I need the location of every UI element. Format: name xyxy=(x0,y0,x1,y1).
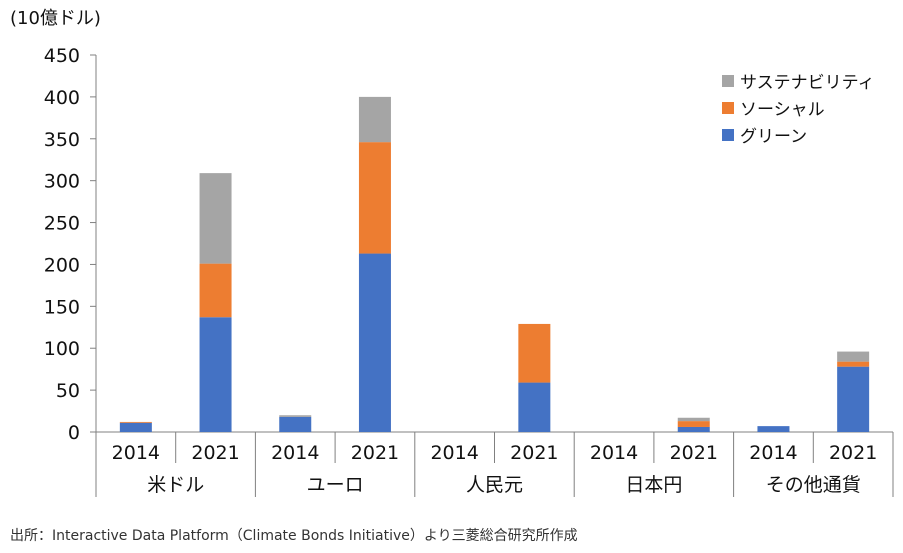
bar-a5a5a5-segment xyxy=(279,415,312,417)
bar-a5a5a5-segment xyxy=(199,173,232,264)
x-year-label: 2014 xyxy=(749,442,797,464)
bar-ed7d31-segment xyxy=(677,421,710,427)
legend-swatch xyxy=(722,129,734,141)
x-group-label: 日本円 xyxy=(625,474,682,496)
bar-ed7d31-segment xyxy=(837,361,870,367)
bar-a5a5a5-segment xyxy=(677,417,710,422)
bar-ed7d31-segment xyxy=(199,263,232,318)
bar-4472c4-segment xyxy=(279,416,312,432)
x-year-label: 2021 xyxy=(191,442,239,464)
y-tick-label: 450 xyxy=(44,45,80,67)
legend-swatch xyxy=(722,75,734,87)
x-group-label: 人民元 xyxy=(466,474,523,496)
x-year-label: 2021 xyxy=(670,442,718,464)
x-year-label: 2014 xyxy=(271,442,319,464)
x-year-label: 2014 xyxy=(590,442,638,464)
legend-label: グリーン xyxy=(740,127,807,147)
y-tick-label: 350 xyxy=(44,129,80,151)
bar-ed7d31-segment xyxy=(119,421,152,423)
legend-label: サステナビリティ xyxy=(740,73,875,93)
y-tick-label: 0 xyxy=(68,422,80,444)
bar-ed7d31-segment xyxy=(518,323,551,383)
y-tick-label: 100 xyxy=(44,338,80,360)
x-group-label: ユーロ xyxy=(307,474,364,496)
bar-ed7d31-segment xyxy=(358,142,391,254)
bar-4472c4-segment xyxy=(837,366,870,432)
bar-4472c4-segment xyxy=(518,382,551,432)
y-tick-label: 250 xyxy=(44,213,80,235)
bar-a5a5a5-segment xyxy=(837,351,870,362)
bar-4472c4-segment xyxy=(119,422,152,432)
x-year-label: 2014 xyxy=(112,442,160,464)
x-year-label: 2021 xyxy=(510,442,558,464)
legend-swatch xyxy=(722,102,734,114)
y-axis-unit-label: (10億ドル) xyxy=(10,8,101,29)
x-group-label: その他通貨 xyxy=(766,474,861,496)
bar-4472c4-segment xyxy=(199,317,232,432)
y-tick-label: 300 xyxy=(44,171,80,193)
y-tick-label: 400 xyxy=(44,87,80,109)
x-year-label: 2021 xyxy=(351,442,399,464)
source-note: 出所：Interactive Data Platform（Climate Bon… xyxy=(10,528,578,544)
bar-4472c4-segment xyxy=(757,426,790,432)
y-tick-label: 50 xyxy=(56,380,80,402)
bar-a5a5a5-segment xyxy=(358,96,391,143)
bar-4472c4-segment xyxy=(677,426,710,432)
bar-4472c4-segment xyxy=(358,253,391,432)
y-tick-label: 200 xyxy=(44,254,80,276)
x-group-label: 米ドル xyxy=(147,474,204,496)
x-year-label: 2014 xyxy=(430,442,478,464)
legend-label: ソーシャル xyxy=(740,100,825,120)
y-tick-label: 150 xyxy=(44,296,80,318)
x-year-label: 2021 xyxy=(829,442,877,464)
